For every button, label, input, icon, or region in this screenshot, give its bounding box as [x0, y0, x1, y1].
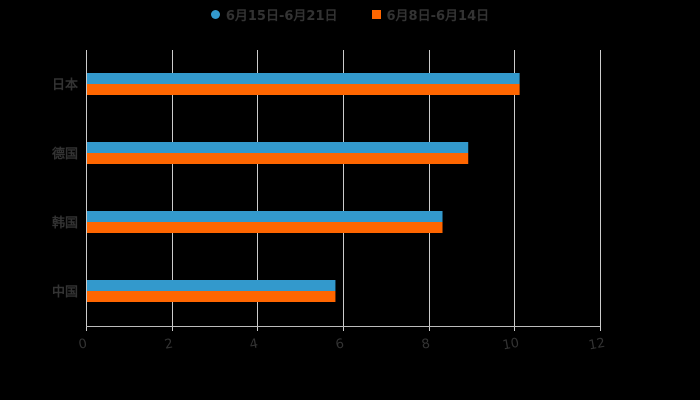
bar[interactable] [87, 84, 520, 95]
x-axis-tick-label: 2 [164, 336, 175, 352]
x-axis-tick-label: 4 [249, 336, 260, 352]
bar[interactable] [87, 211, 443, 222]
chart-legend: 6月15日-6月21日 6月8日-6月14日 [0, 4, 700, 24]
bar[interactable] [87, 280, 336, 291]
y-axis-category-label: 德国 [52, 146, 78, 162]
bar[interactable] [87, 291, 336, 302]
y-axis-category-label: 中国 [52, 284, 78, 300]
bar[interactable] [87, 153, 469, 164]
legend-label: 6月15日-6月21日 [225, 8, 338, 24]
bar[interactable] [87, 142, 469, 153]
legend-label: 6月8日-6月14日 [386, 8, 490, 24]
x-axis-tick-label: 12 [587, 336, 606, 354]
legend-item-series-1[interactable]: 6月15日-6月21日 [210, 5, 338, 24]
x-axis-tick-label: 8 [421, 336, 432, 352]
x-axis-tick-label: 10 [501, 336, 520, 354]
x-axis-tick-label: 6 [335, 336, 346, 352]
legend-circle-marker-icon [210, 9, 220, 19]
bar[interactable] [87, 73, 520, 84]
legend-item-series-2[interactable]: 6月8日-6月14日 [371, 5, 490, 24]
y-axis-category-label: 韩国 [52, 215, 78, 231]
y-axis-category-label: 日本 [52, 77, 78, 93]
bar[interactable] [87, 222, 443, 233]
x-axis-tick-label: 0 [78, 336, 89, 352]
legend-square-marker-icon [371, 9, 381, 19]
